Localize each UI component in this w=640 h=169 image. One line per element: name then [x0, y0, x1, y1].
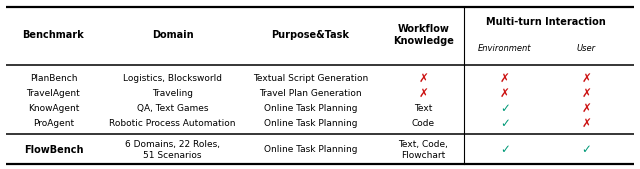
Text: ✓: ✓ [500, 143, 510, 156]
Text: ✗: ✗ [582, 117, 591, 130]
Text: ✗: ✗ [419, 87, 428, 100]
Text: Textual Script Generation: Textual Script Generation [253, 74, 368, 83]
Text: ✓: ✓ [500, 102, 510, 115]
Text: User: User [577, 44, 596, 53]
Text: ✓: ✓ [582, 143, 591, 156]
Text: PlanBench: PlanBench [29, 74, 77, 83]
Text: TravelAgent: TravelAgent [27, 89, 80, 98]
Text: ✗: ✗ [582, 102, 591, 115]
Text: Robotic Process Automation: Robotic Process Automation [109, 119, 236, 128]
Text: ✗: ✗ [500, 72, 510, 85]
Text: Benchmark: Benchmark [22, 30, 84, 40]
Text: Online Task Planning: Online Task Planning [264, 145, 357, 154]
Text: Text, Code,
Flowchart: Text, Code, Flowchart [399, 140, 449, 160]
Text: Workflow
Knowledge: Workflow Knowledge [393, 24, 454, 46]
Text: Text: Text [414, 104, 433, 113]
Text: Purpose&Task: Purpose&Task [271, 30, 349, 40]
Text: Travel Plan Generation: Travel Plan Generation [259, 89, 362, 98]
Text: Environment: Environment [478, 44, 532, 53]
Text: 6 Domains, 22 Roles,
51 Scenarios: 6 Domains, 22 Roles, 51 Scenarios [125, 140, 220, 160]
Text: FlowBench: FlowBench [24, 145, 83, 155]
Text: ✗: ✗ [500, 87, 510, 100]
Text: QA, Text Games: QA, Text Games [137, 104, 209, 113]
Text: Online Task Planning: Online Task Planning [264, 119, 357, 128]
Text: ProAgent: ProAgent [33, 119, 74, 128]
Text: Multi-turn Interaction: Multi-turn Interaction [486, 17, 605, 27]
Text: Code: Code [412, 119, 435, 128]
Text: KnowAgent: KnowAgent [28, 104, 79, 113]
Text: ✗: ✗ [582, 72, 591, 85]
Text: Domain: Domain [152, 30, 193, 40]
Text: ✗: ✗ [582, 87, 591, 100]
Text: Logistics, Blocksworld: Logistics, Blocksworld [123, 74, 222, 83]
Text: ✓: ✓ [500, 117, 510, 130]
Text: ✗: ✗ [419, 72, 428, 85]
Text: Online Task Planning: Online Task Planning [264, 104, 357, 113]
Text: Traveling: Traveling [152, 89, 193, 98]
